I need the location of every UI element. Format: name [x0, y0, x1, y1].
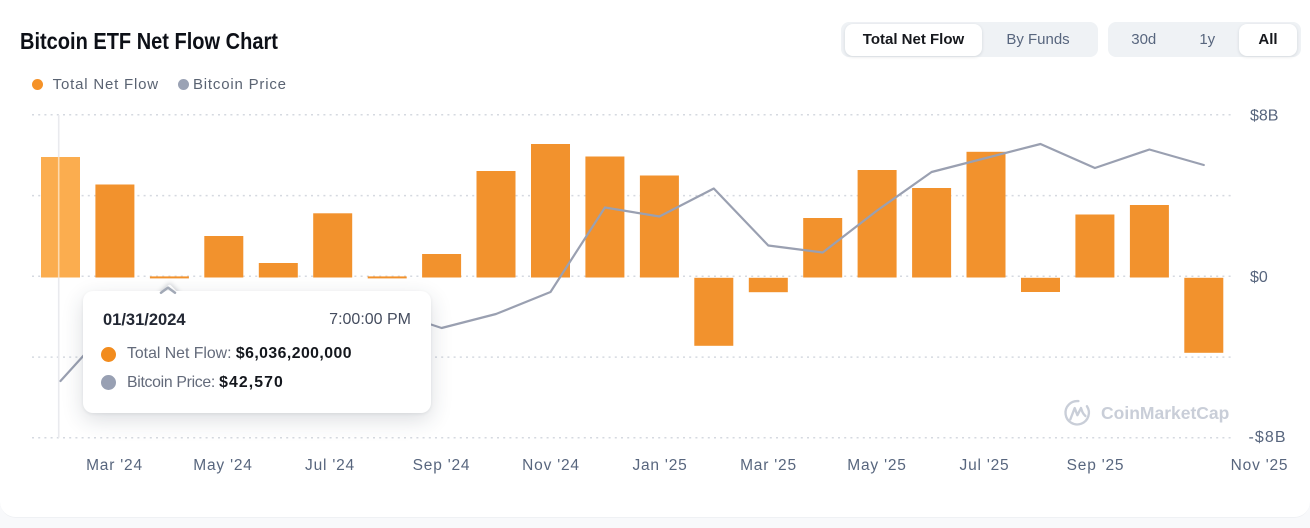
svg-text:$0: $0 [1250, 269, 1268, 286]
svg-text:Sep '25: Sep '25 [1067, 457, 1125, 474]
svg-text:Mar '25: Mar '25 [740, 457, 797, 474]
svg-text:Sep '24: Sep '24 [413, 457, 471, 474]
svg-text:Jan '25: Jan '25 [632, 457, 687, 474]
svg-text:Jul '25: Jul '25 [960, 457, 1010, 474]
svg-text:Mar '24: Mar '24 [86, 457, 143, 474]
svg-text:-$8B: -$8B [1249, 429, 1287, 446]
svg-text:May '24: May '24 [193, 457, 252, 474]
svg-text:$8B: $8B [1250, 108, 1278, 125]
svg-text:Jul '24: Jul '24 [305, 457, 355, 474]
svg-text:Nov '24: Nov '24 [522, 457, 580, 474]
svg-text:Nov '25: Nov '25 [1231, 457, 1289, 474]
svg-text:CoinMarketCap: CoinMarketCap [1101, 403, 1229, 423]
svg-text:May '25: May '25 [847, 457, 906, 474]
